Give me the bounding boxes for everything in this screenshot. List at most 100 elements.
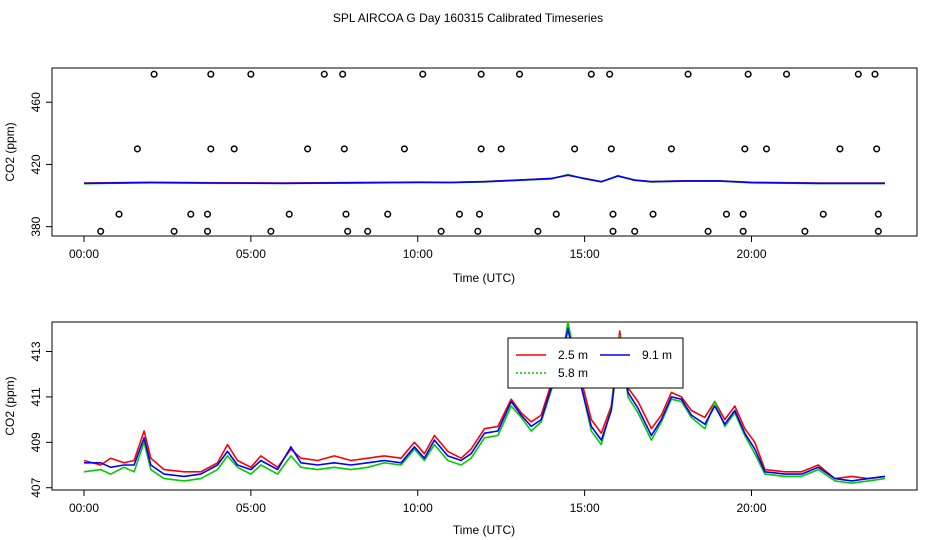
scatter-point (762, 145, 771, 153)
scatter-point (667, 145, 675, 153)
scatter-point (801, 227, 809, 235)
scatter-point (340, 145, 348, 153)
bottom-y-axis: 407 409 411 413 (29, 341, 52, 498)
scatter-point (304, 145, 312, 153)
scatter-point (587, 70, 595, 78)
bottom-y-tick-label: 409 (29, 432, 43, 452)
scatter-point (819, 210, 827, 218)
scatter-point (515, 70, 524, 78)
top-series-lines (83, 173, 885, 185)
top-y-tick-label: 380 (29, 216, 43, 236)
scatter-point (874, 227, 882, 235)
scatter-point (739, 227, 747, 235)
top-y-tick-label: 460 (29, 92, 43, 112)
scatter-point (170, 227, 178, 235)
scatter-point (631, 227, 639, 235)
scatter-point (873, 145, 881, 153)
scatter-point (704, 227, 712, 235)
scatter-point (419, 70, 427, 78)
scatter-point (649, 210, 657, 218)
bottom-x-tick-label: 15:00 (570, 501, 600, 515)
bottom-y-tick-label: 411 (29, 387, 43, 406)
scatter-point (854, 70, 862, 78)
bottom-x-tick-label: 00:00 (69, 501, 99, 515)
bottom-x-axis-label: Time (UTC) (453, 523, 515, 537)
legend-box (507, 337, 684, 389)
bottom-plot-frame (51, 321, 918, 491)
scatter-point (475, 210, 484, 218)
scatter-point (455, 210, 464, 218)
top-x-tick-label: 20:00 (736, 247, 766, 261)
scatter-point (203, 227, 212, 235)
top-scatter-points (97, 70, 882, 235)
scatter-point (744, 70, 752, 78)
top-x-axis-label: Time (UTC) (453, 271, 515, 285)
legend-label-5-8m: 5.8 m (558, 366, 588, 380)
top-x-tick-label: 10:00 (403, 247, 433, 261)
scatter-point (836, 145, 844, 153)
scatter-point (739, 210, 747, 218)
top-panel: 00:00 05:00 10:00 15:00 20:00 380 420 460 Time… (3, 67, 918, 285)
scatter-point (722, 210, 731, 218)
scatter-point (534, 227, 542, 235)
top-x-tick-label: 15:00 (570, 247, 600, 261)
legend-label-9-1m: 9.1 m (642, 348, 672, 362)
bottom-y-axis-label: CO2 (ppm) (3, 376, 17, 435)
scatter-point (203, 210, 212, 218)
scatter-point (437, 227, 445, 235)
scatter-point (782, 70, 791, 78)
top-y-tick-label: 420 (29, 154, 43, 174)
scatter-point (344, 227, 352, 235)
top-y-axis: 380 420 460 (29, 92, 52, 237)
top-x-tick-label: 00:00 (69, 247, 99, 261)
bottom-x-tick-label: 05:00 (236, 501, 266, 515)
scatter-point (571, 145, 579, 153)
scatter-point (285, 210, 293, 218)
scatter-point (187, 210, 195, 218)
scatter-point (477, 145, 485, 153)
top-x-axis: 00:00 05:00 10:00 15:00 20:00 (69, 236, 767, 261)
top-plot-frame (51, 67, 918, 237)
scatter-point (607, 145, 615, 153)
bottom-x-tick-label: 20:00 (736, 501, 766, 515)
scatter-point (606, 70, 614, 78)
scatter-point (115, 210, 123, 218)
scatter-point (552, 210, 560, 218)
scatter-point (97, 227, 105, 235)
scatter-point (497, 145, 505, 153)
bottom-x-axis: 00:00 05:00 10:00 15:00 20:00 (69, 490, 767, 515)
scatter-point (207, 145, 215, 153)
scatter-point (384, 210, 392, 218)
scatter-point (133, 145, 141, 153)
bottom-y-tick-label: 407 (29, 477, 43, 497)
scatter-point (320, 70, 328, 78)
scatter-point (230, 145, 238, 153)
legend: 2.5 m 5.8 m 9.1 m (507, 337, 684, 389)
scatter-point (477, 70, 485, 78)
scatter-point (247, 70, 255, 78)
scatter-point (267, 227, 275, 235)
bottom-series-lines (83, 321, 886, 485)
scatter-point (871, 70, 879, 78)
bottom-series-line-s91 (84, 327, 886, 482)
scatter-point (339, 70, 347, 78)
scatter-point (609, 210, 617, 218)
bottom-series-line-s58 (83, 321, 886, 485)
top-y-axis-label: CO2 (ppm) (3, 122, 17, 181)
bottom-y-tick-label: 413 (29, 341, 43, 361)
scatter-point (400, 145, 408, 153)
scatter-point (474, 227, 482, 235)
figure-title: SPL AIRCOA G Day 160315 Calibrated Times… (333, 11, 603, 25)
top-series-line-s91 (83, 174, 885, 185)
scatter-point (609, 227, 617, 235)
scatter-point (342, 210, 350, 218)
scatter-point (874, 210, 882, 218)
scatter-point (684, 70, 692, 78)
legend-label-2-5m: 2.5 m (558, 348, 588, 362)
scatter-point (150, 70, 158, 78)
bottom-series-line-s25 (83, 325, 886, 480)
top-x-tick-label: 05:00 (236, 247, 266, 261)
scatter-point (207, 70, 215, 78)
scatter-point (364, 227, 372, 235)
